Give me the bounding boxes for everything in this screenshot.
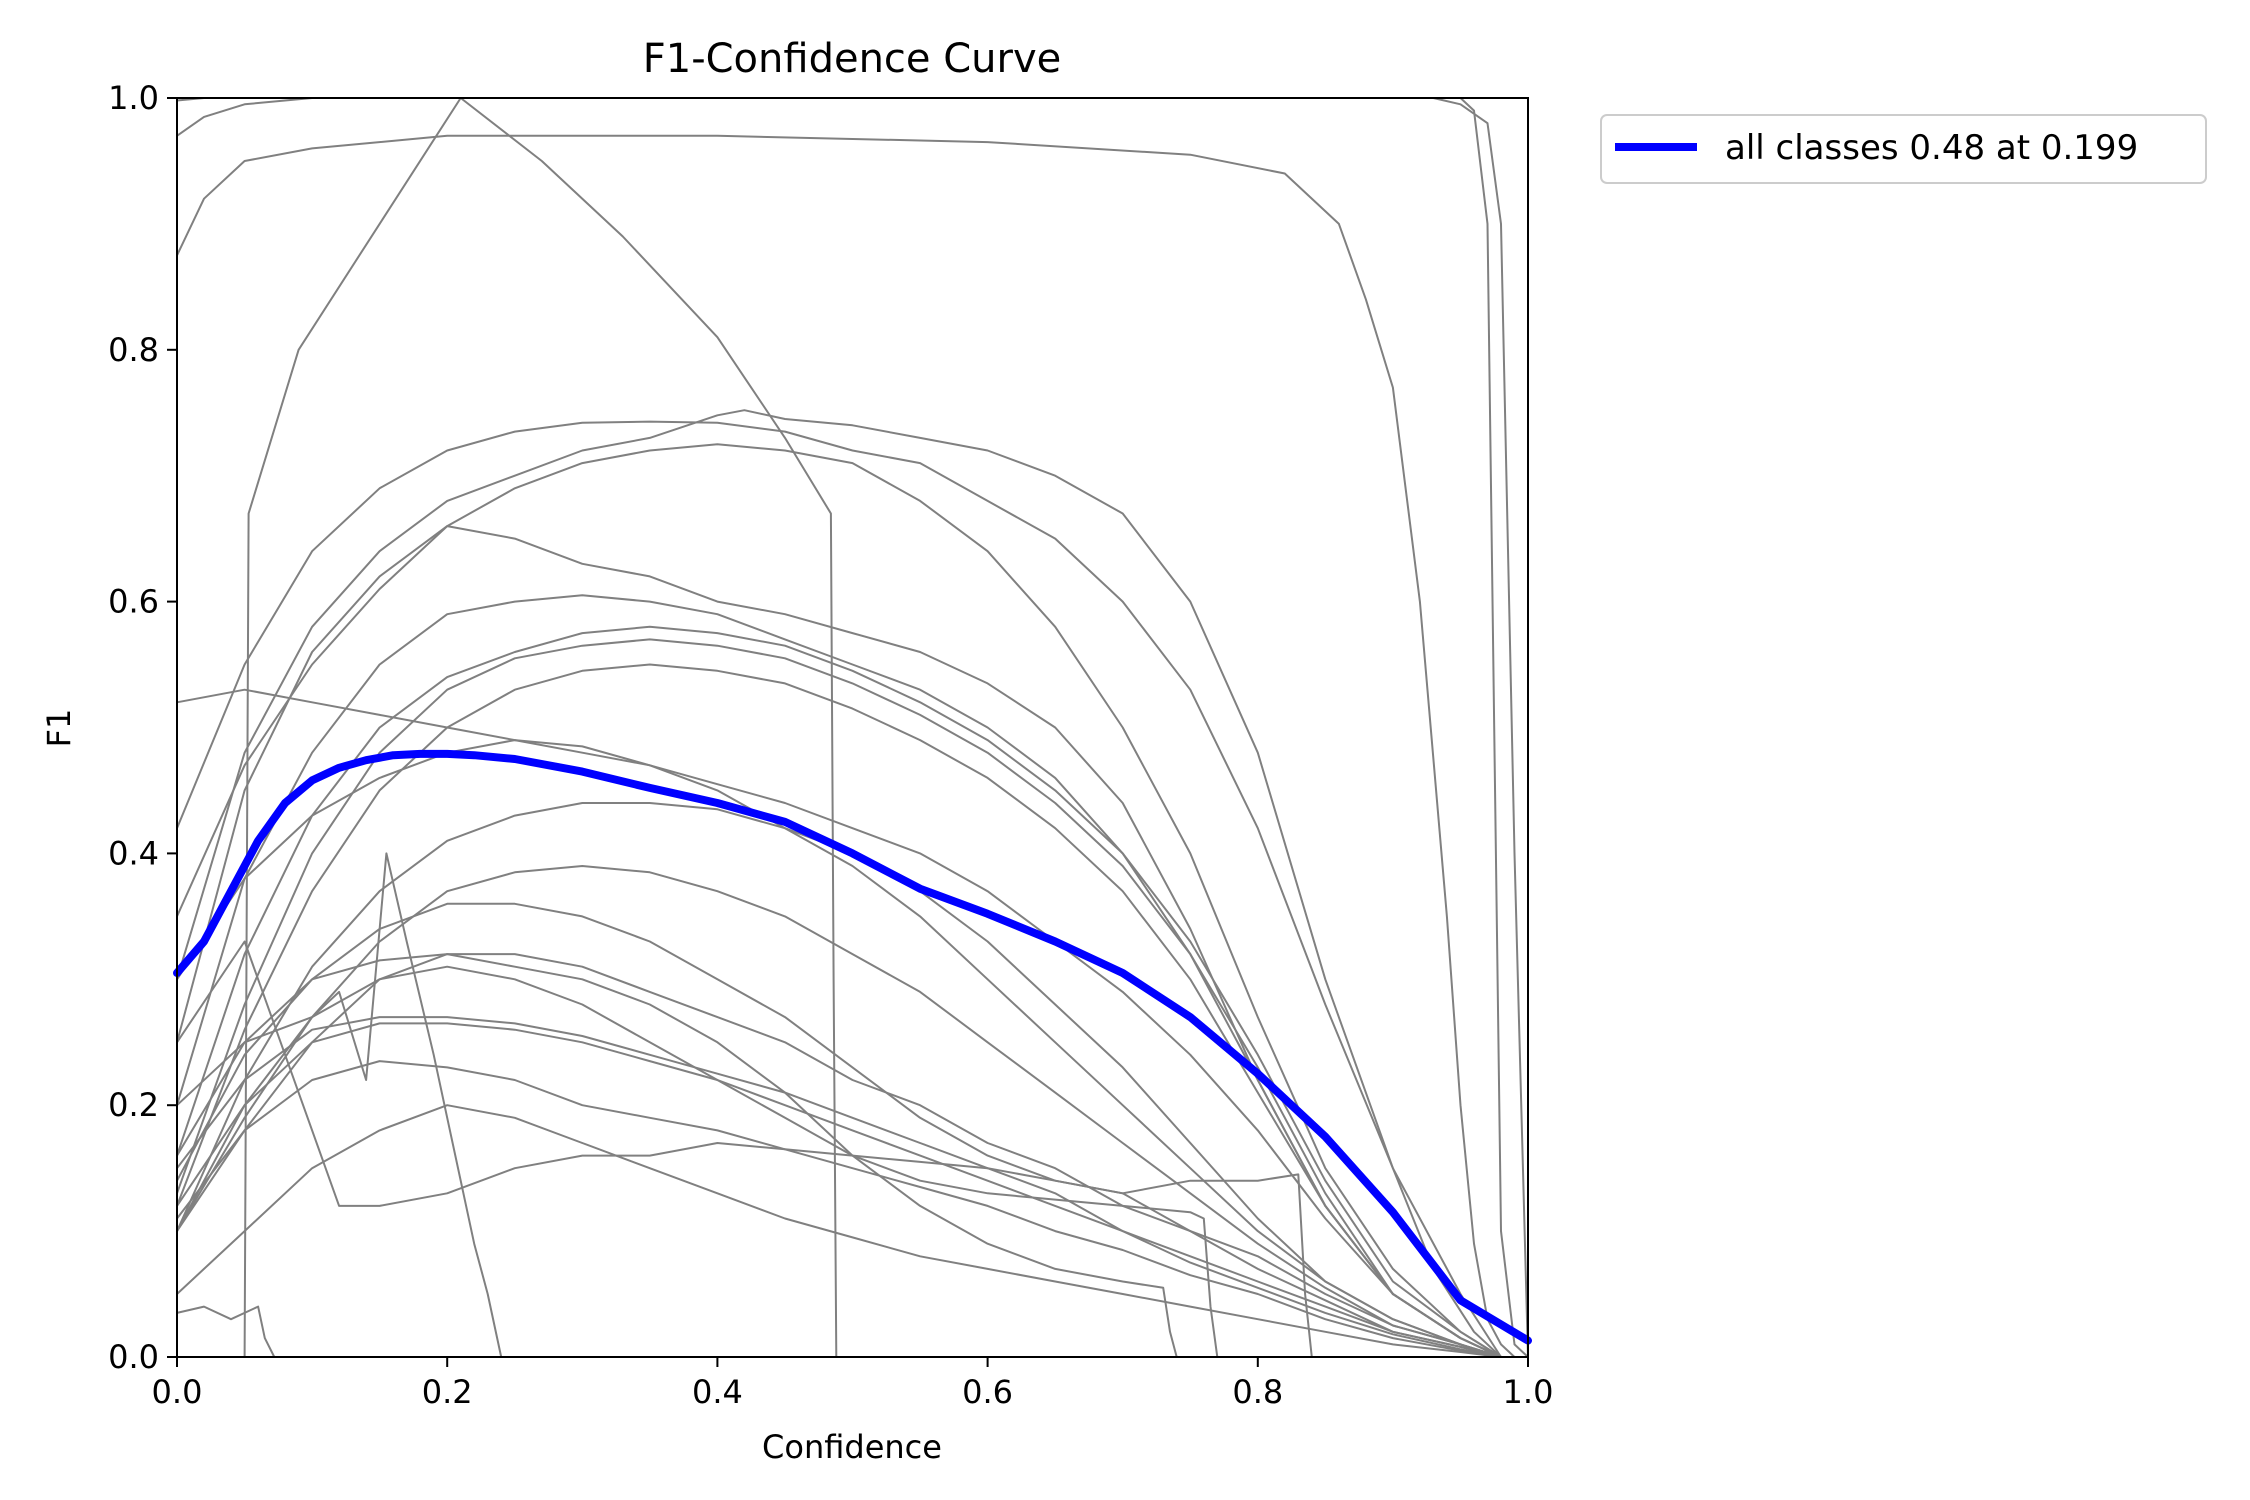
- y-tick-label: 0.4: [108, 834, 159, 872]
- x-tick-label: 0.2: [422, 1373, 473, 1411]
- class-curve-20: [176, 1060, 1502, 1358]
- all-classes-curve: [173, 749, 1532, 1345]
- x-axis-ticks: 0.0 0.2 0.4 0.6 0.8 1.0: [152, 1357, 1554, 1411]
- class-curve-17: [176, 953, 1502, 1358]
- legend-label-all-classes: all classes 0.48 at 0.199: [1725, 128, 2138, 168]
- axes-frame: [176, 97, 1529, 1358]
- y-tick-label: 1.0: [108, 79, 159, 117]
- class-curve-19: [176, 1022, 1502, 1358]
- class-curve-6: [176, 409, 1502, 1358]
- y-tick-label: 0.2: [108, 1086, 159, 1124]
- class-curve-18: [176, 1016, 1502, 1358]
- chart-title: F1-Confidence Curve: [643, 36, 1062, 82]
- y-tick-label: 0.8: [108, 331, 159, 369]
- x-tick-label: 0.6: [962, 1373, 1013, 1411]
- class-curve-21: [176, 940, 1502, 1358]
- x-tick-label: 1.0: [1503, 1373, 1554, 1411]
- y-tick-label: 0.0: [108, 1338, 159, 1376]
- class-curve-26: [176, 902, 1313, 1358]
- class-curve-27: [176, 965, 1219, 1358]
- x-tick-label: 0.4: [692, 1373, 743, 1411]
- x-tick-label: 0.0: [152, 1373, 203, 1411]
- legend: all classes 0.48 at 0.199: [1600, 114, 2207, 184]
- x-tick-label: 0.8: [1232, 1373, 1283, 1411]
- x-axis-label: Confidence: [762, 1428, 942, 1466]
- class-curve-10: [176, 625, 1502, 1358]
- class-curve-5: [176, 420, 1502, 1358]
- class-curve-4: [243, 97, 838, 1358]
- class-curve-25: [176, 953, 1178, 1358]
- legend-box: [1600, 114, 2207, 184]
- y-axis-ticks: 0.0 0.2 0.4 0.6 0.8 1.0: [108, 79, 177, 1376]
- class-curve-11: [176, 638, 1502, 1358]
- class-curve-22: [176, 1104, 1502, 1358]
- class-curve-24: [176, 1305, 276, 1358]
- class-curve-9: [176, 594, 1502, 1358]
- plot-area: [173, 97, 1532, 1358]
- class-curve-13: [176, 688, 1502, 1358]
- y-axis-label: F1: [40, 709, 78, 748]
- y-tick-label: 0.6: [108, 583, 159, 621]
- class-curve-3: [176, 134, 1516, 1358]
